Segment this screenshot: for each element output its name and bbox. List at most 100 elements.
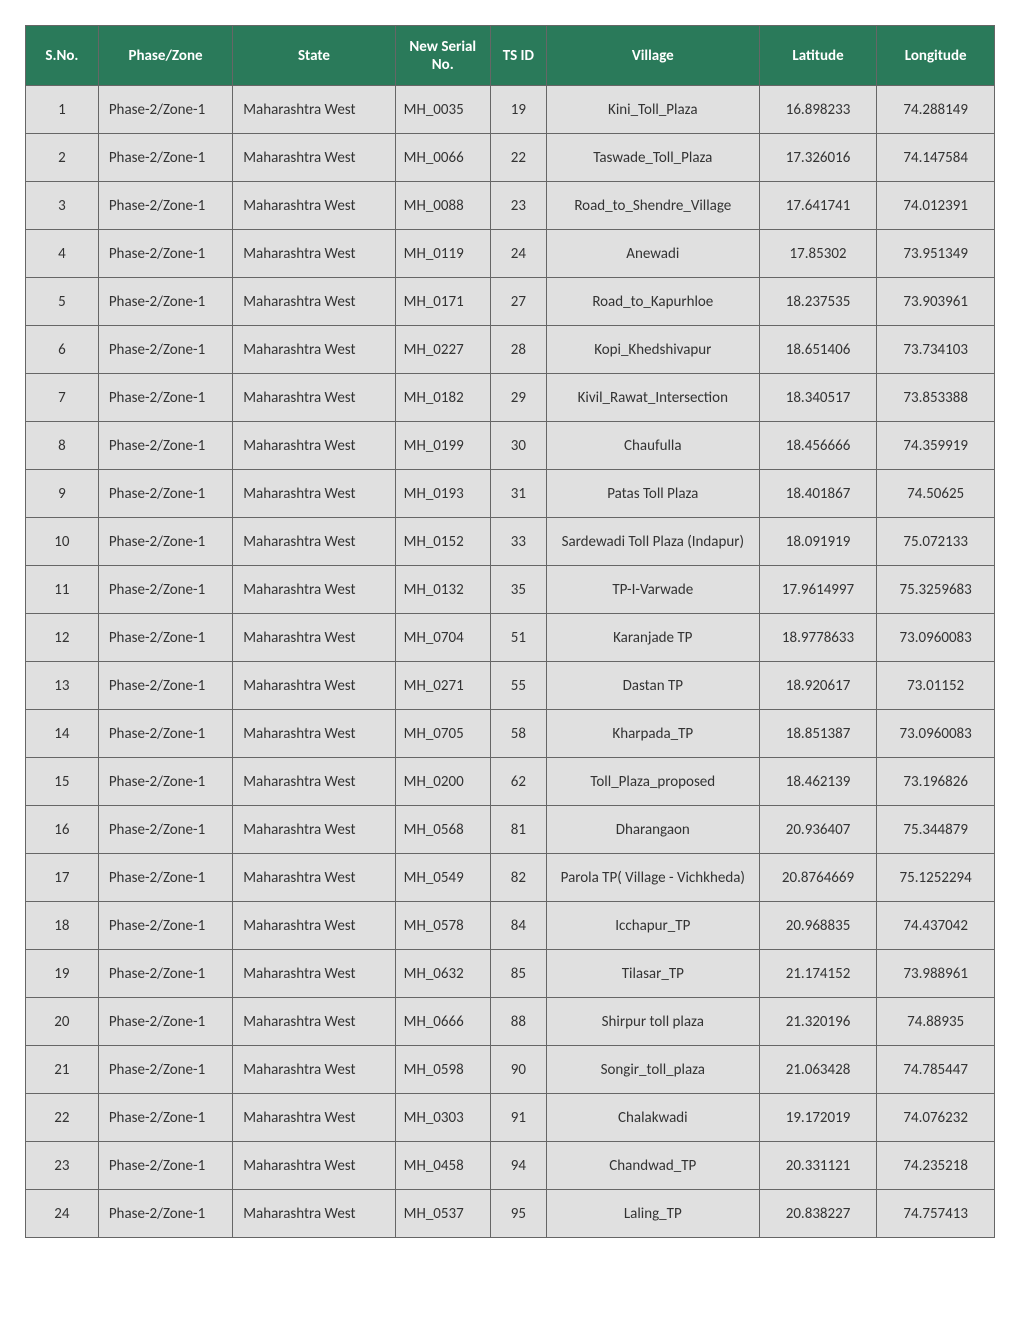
cell-sno: 11	[26, 566, 99, 614]
cell-phase: Phase-2/Zone-1	[98, 326, 232, 374]
cell-lat: 20.936407	[759, 806, 877, 854]
cell-sno: 10	[26, 518, 99, 566]
cell-village: Road_to_Kapurhloe	[546, 278, 759, 326]
cell-state: Maharashtra West	[233, 998, 395, 1046]
cell-tsid: 90	[490, 1046, 546, 1094]
cell-tsid: 51	[490, 614, 546, 662]
cell-tsid: 23	[490, 182, 546, 230]
cell-sno: 19	[26, 950, 99, 998]
cell-lat: 17.9614997	[759, 566, 877, 614]
cell-lat: 18.851387	[759, 710, 877, 758]
cell-phase: Phase-2/Zone-1	[98, 1190, 232, 1238]
table-row: 9Phase-2/Zone-1Maharashtra WestMH_019331…	[26, 470, 995, 518]
table-row: 5Phase-2/Zone-1Maharashtra WestMH_017127…	[26, 278, 995, 326]
header-row: S.No. Phase/Zone State New Serial No. TS…	[26, 26, 995, 86]
cell-phase: Phase-2/Zone-1	[98, 518, 232, 566]
cell-state: Maharashtra West	[233, 662, 395, 710]
cell-lon: 74.757413	[877, 1190, 995, 1238]
cell-lon: 74.076232	[877, 1094, 995, 1142]
table-header: S.No. Phase/Zone State New Serial No. TS…	[26, 26, 995, 86]
cell-sno: 9	[26, 470, 99, 518]
header-state: State	[233, 26, 395, 86]
cell-village: Laling_TP	[546, 1190, 759, 1238]
cell-lat: 21.063428	[759, 1046, 877, 1094]
cell-lon: 74.437042	[877, 902, 995, 950]
cell-sno: 17	[26, 854, 99, 902]
cell-lon: 74.359919	[877, 422, 995, 470]
cell-village: Road_to_Shendre_Village	[546, 182, 759, 230]
cell-phase: Phase-2/Zone-1	[98, 86, 232, 134]
table-row: 17Phase-2/Zone-1Maharashtra WestMH_05498…	[26, 854, 995, 902]
cell-tsid: 30	[490, 422, 546, 470]
cell-sno: 1	[26, 86, 99, 134]
cell-village: Chaufulla	[546, 422, 759, 470]
cell-lon: 75.3259683	[877, 566, 995, 614]
cell-village: TP-I-Varwade	[546, 566, 759, 614]
cell-lat: 18.340517	[759, 374, 877, 422]
cell-lat: 18.401867	[759, 470, 877, 518]
cell-lat: 17.85302	[759, 230, 877, 278]
table-row: 7Phase-2/Zone-1Maharashtra WestMH_018229…	[26, 374, 995, 422]
cell-lon: 73.734103	[877, 326, 995, 374]
cell-village: Patas Toll Plaza	[546, 470, 759, 518]
cell-state: Maharashtra West	[233, 230, 395, 278]
cell-phase: Phase-2/Zone-1	[98, 614, 232, 662]
cell-tsid: 81	[490, 806, 546, 854]
cell-serial: MH_0066	[395, 134, 490, 182]
cell-phase: Phase-2/Zone-1	[98, 182, 232, 230]
cell-sno: 2	[26, 134, 99, 182]
cell-state: Maharashtra West	[233, 326, 395, 374]
cell-lat: 21.320196	[759, 998, 877, 1046]
table-row: 24Phase-2/Zone-1Maharashtra WestMH_05379…	[26, 1190, 995, 1238]
cell-lon: 73.0960083	[877, 710, 995, 758]
header-phase: Phase/Zone	[98, 26, 232, 86]
cell-sno: 6	[26, 326, 99, 374]
cell-sno: 20	[26, 998, 99, 1046]
cell-serial: MH_0035	[395, 86, 490, 134]
cell-village: Tilasar_TP	[546, 950, 759, 998]
cell-phase: Phase-2/Zone-1	[98, 998, 232, 1046]
cell-lat: 19.172019	[759, 1094, 877, 1142]
cell-state: Maharashtra West	[233, 950, 395, 998]
cell-tsid: 94	[490, 1142, 546, 1190]
table-row: 12Phase-2/Zone-1Maharashtra WestMH_07045…	[26, 614, 995, 662]
cell-phase: Phase-2/Zone-1	[98, 806, 232, 854]
cell-serial: MH_0303	[395, 1094, 490, 1142]
cell-tsid: 84	[490, 902, 546, 950]
cell-phase: Phase-2/Zone-1	[98, 854, 232, 902]
cell-tsid: 82	[490, 854, 546, 902]
cell-sno: 5	[26, 278, 99, 326]
cell-serial: MH_0578	[395, 902, 490, 950]
cell-lat: 18.237535	[759, 278, 877, 326]
cell-lat: 20.331121	[759, 1142, 877, 1190]
cell-phase: Phase-2/Zone-1	[98, 1142, 232, 1190]
cell-state: Maharashtra West	[233, 614, 395, 662]
cell-lat: 21.174152	[759, 950, 877, 998]
cell-state: Maharashtra West	[233, 518, 395, 566]
cell-serial: MH_0458	[395, 1142, 490, 1190]
cell-sno: 8	[26, 422, 99, 470]
cell-state: Maharashtra West	[233, 182, 395, 230]
cell-state: Maharashtra West	[233, 1190, 395, 1238]
cell-village: Sardewadi Toll Plaza (Indapur)	[546, 518, 759, 566]
cell-serial: MH_0549	[395, 854, 490, 902]
cell-state: Maharashtra West	[233, 86, 395, 134]
cell-lon: 73.903961	[877, 278, 995, 326]
cell-state: Maharashtra West	[233, 1046, 395, 1094]
cell-serial: MH_0182	[395, 374, 490, 422]
cell-sno: 21	[26, 1046, 99, 1094]
table-row: 11Phase-2/Zone-1Maharashtra WestMH_01323…	[26, 566, 995, 614]
cell-phase: Phase-2/Zone-1	[98, 374, 232, 422]
cell-village: Shirpur toll plaza	[546, 998, 759, 1046]
cell-sno: 14	[26, 710, 99, 758]
cell-village: Dastan TP	[546, 662, 759, 710]
cell-state: Maharashtra West	[233, 854, 395, 902]
cell-lon: 73.0960083	[877, 614, 995, 662]
table-row: 23Phase-2/Zone-1Maharashtra WestMH_04589…	[26, 1142, 995, 1190]
cell-state: Maharashtra West	[233, 374, 395, 422]
cell-lon: 73.853388	[877, 374, 995, 422]
cell-tsid: 85	[490, 950, 546, 998]
cell-village: Chalakwadi	[546, 1094, 759, 1142]
cell-phase: Phase-2/Zone-1	[98, 134, 232, 182]
cell-sno: 16	[26, 806, 99, 854]
